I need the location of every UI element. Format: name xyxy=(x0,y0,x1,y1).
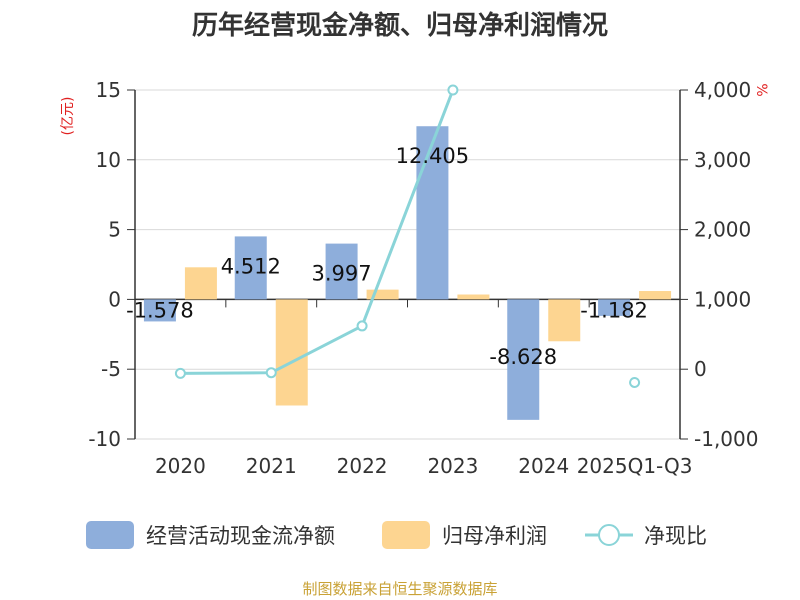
x-tick-label: 2021 xyxy=(246,454,297,478)
right-tick-label: 1,000 xyxy=(694,287,751,311)
cashflow-data-label: 3.997 xyxy=(312,262,372,286)
chart-title: 历年经营现金净额、归母净利润情况 xyxy=(192,10,608,41)
ratio-point xyxy=(447,84,459,96)
right-tick-label: 0 xyxy=(694,357,707,381)
right-tick-label: 2,000 xyxy=(694,218,751,242)
right-axis-unit: % xyxy=(753,83,769,96)
ratio-point xyxy=(629,376,641,388)
cashflow-data-label: 4.512 xyxy=(221,254,281,278)
cashflow-data-label: 12.405 xyxy=(396,144,469,168)
cashflow-bar xyxy=(234,236,267,300)
ratio-point xyxy=(174,367,186,379)
ratio-point xyxy=(356,320,368,332)
left-axis-unit: (亿元) xyxy=(60,97,76,136)
left-tick-label: 5 xyxy=(108,218,121,242)
left-tick-label: -10 xyxy=(88,427,121,451)
legend: 经营活动现金流净额 归母净利润 净现比 xyxy=(86,521,707,549)
gridlines xyxy=(135,89,680,440)
right-tick-label: -1,000 xyxy=(694,427,758,451)
legend-marker-ratio xyxy=(598,524,620,546)
cashflow-bar xyxy=(143,299,176,322)
net-profit-bar xyxy=(366,289,399,300)
legend-swatch-cashflow xyxy=(86,521,134,549)
legend-label-cashflow: 经营活动现金流净额 xyxy=(146,524,335,548)
legend-swatch-net-profit xyxy=(382,521,430,549)
cashflow-data-label: -1.578 xyxy=(126,298,194,322)
net-profit-bar xyxy=(275,299,308,406)
cashflow-bar xyxy=(598,299,631,316)
net-profit-bar xyxy=(548,299,581,342)
ratio-line xyxy=(174,84,641,388)
source-note: 制图数据来自恒生聚源数据库 xyxy=(302,580,497,598)
left-tick-label: 0 xyxy=(108,287,121,311)
x-tick-label: 2020 xyxy=(155,454,206,478)
right-tick-label: 3,000 xyxy=(694,148,751,172)
cashflow-data-label: -8.628 xyxy=(489,345,557,369)
net-profit-bar xyxy=(457,294,490,300)
cashflow-bar xyxy=(416,126,449,300)
data-labels: -1.578 4.512 3.997 12.405 -8.628 -1.182 xyxy=(126,144,648,369)
x-tick-label: 2023 xyxy=(427,454,478,478)
cashflow-bar xyxy=(325,243,358,300)
cashflow-bar xyxy=(507,299,540,420)
net-profit-bar xyxy=(184,267,217,300)
axes: 151050-5-104,0003,0002,0001,0000-1,00020… xyxy=(88,78,758,478)
legend-label-ratio: 净现比 xyxy=(644,524,707,548)
left-tick-label: 15 xyxy=(96,78,121,102)
left-tick-label: -5 xyxy=(101,357,121,381)
legend-label-net-profit: 归母净利润 xyxy=(442,524,547,548)
x-tick-label: 2022 xyxy=(337,454,388,478)
x-tick-label: 2024 xyxy=(518,454,569,478)
right-tick-label: 4,000 xyxy=(694,78,751,102)
x-tick-label: 2025Q1-Q3 xyxy=(577,454,693,478)
left-tick-label: 10 xyxy=(96,148,121,172)
net-profit-bar xyxy=(639,291,672,300)
ratio-point xyxy=(265,367,277,379)
ratio-line-segment xyxy=(180,89,455,375)
bars xyxy=(143,126,672,420)
cashflow-data-label: -1.182 xyxy=(580,298,648,322)
